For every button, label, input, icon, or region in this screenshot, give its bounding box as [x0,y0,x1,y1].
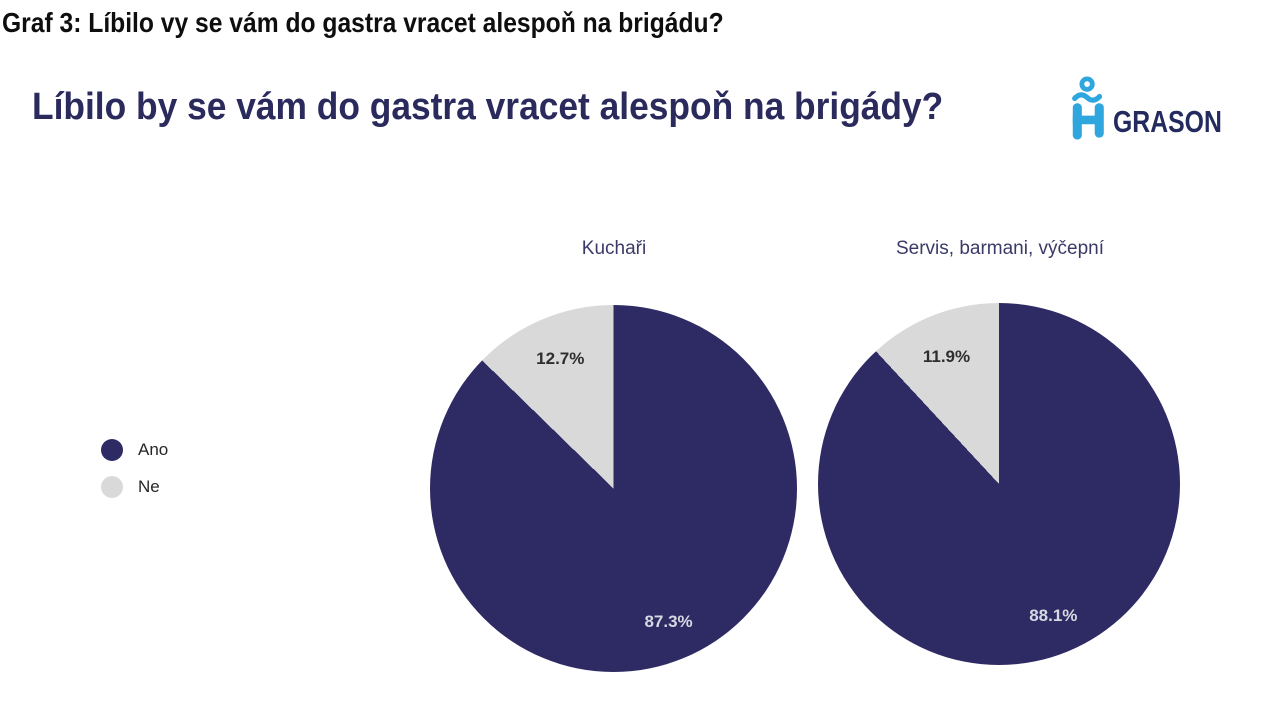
pie1-ano-value-label: 87.3% [644,612,693,632]
legend-label-ano: Ano [138,440,169,459]
logo-wordmark: GRASON [1113,104,1222,139]
pie2-ne-value-label: 11.9% [922,346,971,366]
chart-legend: Ano Ne [101,439,168,498]
pie-title-kuchari: Kuchaři [581,238,647,259]
pie1-ne-value-label: 12.7% [536,349,585,369]
legend-item-ano: Ano [101,439,168,461]
grason-person-icon [1068,74,1110,142]
pie2-ano-value-label: 88.1% [1029,606,1078,626]
pie-title-servis: Servis, barmani, výčepní [895,238,1105,259]
document-heading: Graf 3: Líbilo vy se vám do gastra vrace… [2,7,724,38]
legend-item-ne: Ne [101,476,168,498]
chart-main-title: Líbilo by se vám do gastra vracet alespo… [32,86,944,128]
legend-label-ne: Ne [138,477,160,496]
legend-swatch-ne [101,476,123,498]
pie-chart-servis: 11.9% 88.1% [818,303,1180,665]
grason-logo: GRASON [1068,74,1249,142]
legend-swatch-ano [101,439,123,461]
pie-chart-kuchari: 12.7% 87.3% [430,305,797,672]
